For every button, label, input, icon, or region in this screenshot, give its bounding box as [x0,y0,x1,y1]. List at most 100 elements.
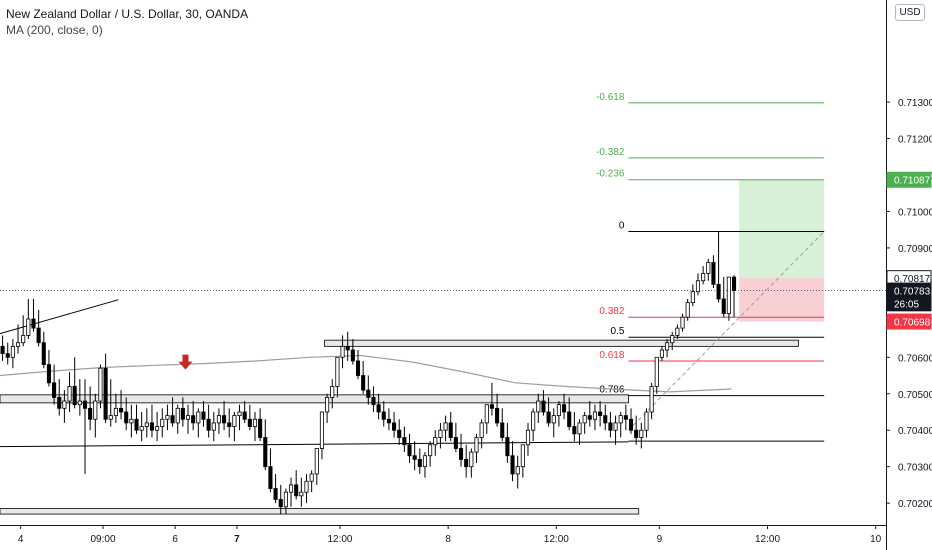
candle-body[interactable] [191,415,196,424]
candle-body[interactable] [355,360,361,376]
candle-body[interactable] [129,418,134,424]
candle-body[interactable] [325,396,330,413]
candle-body[interactable] [160,418,165,427]
candle-body[interactable] [726,276,731,314]
candle-body[interactable] [294,484,299,497]
candle-body[interactable] [180,407,185,420]
candle-body[interactable] [613,422,618,431]
candle-body[interactable] [26,318,31,336]
candle-body[interactable] [433,437,438,446]
currency-button[interactable]: USD [895,4,925,21]
trend-line-1[interactable] [0,441,629,448]
candle-body[interactable] [551,415,556,424]
candle-body[interactable] [119,407,124,413]
candle-body[interactable] [57,396,62,409]
candle-body[interactable] [149,422,155,431]
candle-body[interactable] [428,444,433,457]
candle-body[interactable] [448,422,453,438]
candle-body[interactable] [474,437,479,453]
candle-body[interactable] [185,415,191,420]
candle-body[interactable] [361,375,366,391]
candle-body[interactable] [88,407,93,420]
candle-body[interactable] [587,415,592,420]
candle-body[interactable] [479,422,484,438]
candle-body[interactable] [62,400,67,409]
candle-body[interactable] [546,411,551,424]
candle-body[interactable] [319,411,324,449]
candle-body[interactable] [206,418,211,431]
profit-zone[interactable] [739,179,825,279]
candle-body[interactable] [628,418,634,431]
candle-body[interactable] [505,437,510,457]
candle-body[interactable] [46,364,51,384]
candle-body[interactable] [711,262,716,285]
candle-body[interactable] [314,448,319,475]
zone-0[interactable] [324,339,799,347]
candle-body[interactable] [345,345,350,351]
candle-body[interactable] [464,458,469,468]
candle-body[interactable] [15,342,21,347]
candle-body[interactable] [366,389,371,398]
candle-body[interactable] [541,400,546,413]
ma-line[interactable] [0,354,732,393]
candle-body[interactable] [278,499,283,508]
candle-body[interactable] [10,345,15,358]
trend-line-0[interactable] [0,299,119,335]
candle-body[interactable] [706,262,711,274]
candle-body[interactable] [124,411,129,424]
candle-body[interactable] [381,411,386,420]
candle-body[interactable] [721,298,726,314]
candle-body[interactable] [592,411,598,420]
candle-body[interactable] [103,367,108,420]
candle-body[interactable] [299,491,304,497]
candle-body[interactable] [113,407,118,417]
candle-body[interactable] [335,356,340,387]
fib-trend-line[interactable] [628,231,825,431]
candle-body[interactable] [216,415,221,424]
candle-body[interactable] [67,386,72,402]
candle-body[interactable] [469,451,474,468]
candle-body[interactable] [108,415,113,420]
candle-body[interactable] [649,386,654,413]
down-arrow-icon[interactable] [178,354,193,370]
candle-body[interactable] [175,407,180,424]
candle-body[interactable] [77,400,82,406]
candle-body[interactable] [598,411,603,417]
candle-body[interactable] [556,404,561,417]
candle-body[interactable] [41,342,46,365]
candle-body[interactable] [644,411,649,431]
candle-body[interactable] [582,415,587,424]
candle-body[interactable] [639,429,644,438]
candle-body[interactable] [170,415,175,424]
candle-body[interactable] [665,342,670,351]
candle-body[interactable] [52,382,57,398]
candle-body[interactable] [562,404,567,413]
time-axis[interactable] [0,525,932,550]
candle-body[interactable] [93,400,98,420]
candle-body[interactable] [623,415,628,420]
candle-body[interactable] [144,422,149,427]
candle-body[interactable] [695,280,701,293]
candle-body[interactable] [36,327,41,344]
candle-body[interactable] [134,418,139,431]
candle-body[interactable] [242,411,247,420]
candle-body[interactable] [386,418,391,424]
candle-body[interactable] [659,349,664,358]
candle-body[interactable] [680,316,685,329]
candle-body[interactable] [670,335,675,344]
candle-body[interactable] [340,345,345,358]
price-tag[interactable] [886,295,932,312]
candle-body[interactable] [412,455,417,460]
zone-2[interactable] [0,508,640,515]
candle-body[interactable] [72,386,77,406]
candle-body[interactable] [515,466,520,475]
candle-body[interactable] [443,422,448,431]
candle-body[interactable] [495,407,500,424]
candle-body[interactable] [155,426,160,431]
candle-body[interactable] [5,353,10,358]
candle-body[interactable] [21,335,26,344]
candle-body[interactable] [484,404,489,424]
candle-body[interactable] [572,426,577,435]
candle-body[interactable] [654,356,659,387]
